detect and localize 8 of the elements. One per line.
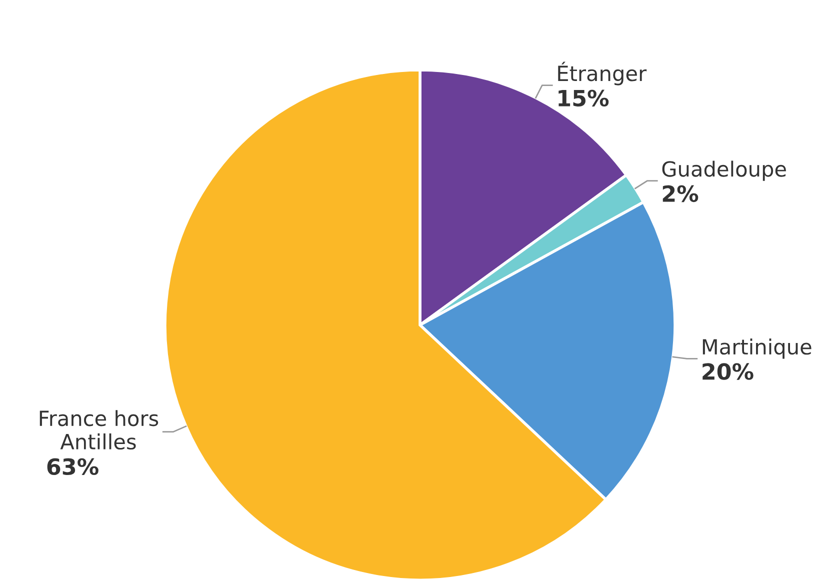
- data-label: 2%: [662, 185, 698, 202]
- slice-label: Étranger: [558, 62, 647, 86]
- data-label: 63%: [47, 458, 98, 476]
- slice-label: France hors Antilles: [40, 410, 158, 450]
- slice-label: Martinique: [702, 338, 812, 359]
- data-label: 15%: [558, 90, 609, 107]
- slice-label: Guadeloupe: [662, 160, 786, 181]
- data-label: 20%: [702, 363, 754, 380]
